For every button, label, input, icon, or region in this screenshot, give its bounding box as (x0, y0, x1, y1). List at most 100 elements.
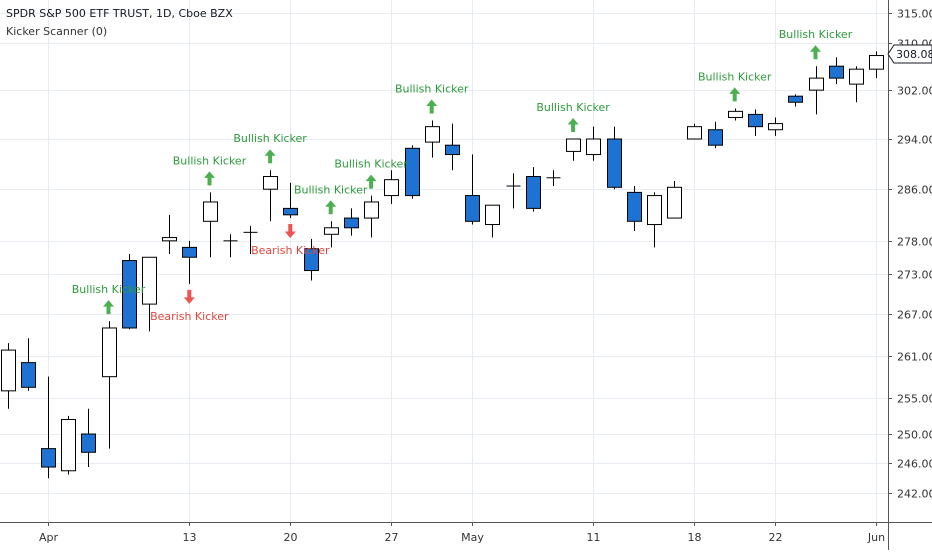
candle[interactable] (708, 121, 723, 149)
y-tick-label: 302.00 (897, 85, 932, 98)
candle-body (122, 260, 137, 329)
candle-body (304, 248, 319, 272)
arrow-up-icon (264, 149, 276, 164)
candle-body (425, 126, 440, 143)
bullish-kicker-signal: Bullish Kicker (233, 132, 307, 164)
candle[interactable] (465, 154, 480, 225)
candle-body (667, 186, 682, 219)
candle-body (405, 147, 420, 197)
x-tick-label: 18 (688, 531, 702, 544)
candle[interactable] (667, 180, 682, 219)
signal-label: Bullish Kicker (72, 283, 146, 296)
signal-label: Bearish Kicker (150, 310, 229, 323)
arrow-up-icon (325, 200, 337, 215)
candle[interactable] (304, 238, 319, 281)
candle[interactable] (869, 51, 884, 79)
y-tick-label: 273.00 (897, 269, 932, 282)
x-tick-label: 13 (183, 531, 197, 544)
candle[interactable] (81, 408, 96, 468)
candle[interactable] (485, 204, 500, 238)
symbol-title[interactable]: SPDR S&P 500 ETF TRUST, 1D, Cboe BZX (6, 7, 233, 20)
candle-body (708, 129, 723, 146)
bullish-kicker-signal: Bullish Kicker (698, 70, 772, 102)
candle[interactable] (526, 167, 541, 212)
candle[interactable] (788, 94, 803, 107)
candle-body (61, 419, 76, 472)
candle-body (1, 349, 16, 392)
candle[interactable] (607, 126, 622, 190)
candle[interactable] (506, 173, 521, 209)
candle-body (607, 138, 622, 188)
signal-label: Bullish Kicker (536, 101, 610, 114)
arrow-up-icon (204, 171, 215, 186)
candle[interactable] (21, 338, 36, 391)
bullish-kicker-signal: Bullish Kicker (779, 28, 853, 60)
candle-body (687, 126, 702, 140)
candle[interactable] (405, 145, 420, 199)
candle[interactable] (627, 186, 642, 232)
y-tick-label: 242.00 (897, 488, 932, 501)
candle[interactable] (445, 123, 460, 171)
candle[interactable] (263, 170, 278, 222)
candle[interactable] (1, 343, 16, 409)
candle-body (142, 256, 157, 305)
x-tick-label: 22 (769, 531, 783, 544)
x-tick-label: Jun (867, 531, 885, 544)
candle[interactable] (364, 195, 379, 238)
candle-body (445, 144, 460, 156)
candle[interactable] (223, 234, 238, 258)
candle[interactable] (182, 240, 197, 284)
y-tick-label: 261.00 (897, 351, 932, 364)
candle[interactable] (41, 376, 56, 479)
last-price-marker (887, 44, 932, 64)
bullish-kicker-signal: Bullish Kicker (536, 101, 610, 132)
arrow-up-icon (567, 118, 579, 132)
candle[interactable] (102, 321, 117, 449)
candle[interactable] (849, 66, 864, 103)
candle[interactable] (647, 192, 662, 248)
candle[interactable] (142, 256, 157, 332)
candle[interactable] (203, 192, 218, 258)
last-price-label: 308.08 (896, 48, 932, 61)
candle-body (647, 195, 662, 226)
study-label[interactable]: Kicker Scanner (0) (6, 25, 108, 38)
candle-body (465, 195, 480, 222)
candle[interactable] (566, 138, 581, 161)
candle[interactable] (728, 108, 743, 121)
bullish-kicker-signal: Bullish Kicker (294, 183, 368, 215)
candle-body (788, 95, 803, 103)
signal-label: Bullish Kicker (294, 183, 368, 196)
bullish-kicker-signal: Bullish Kicker (395, 83, 469, 114)
candle[interactable] (768, 117, 783, 136)
candle[interactable] (384, 170, 399, 204)
candle[interactable] (243, 225, 258, 254)
candle-body (81, 433, 96, 453)
candle[interactable] (61, 415, 76, 475)
candle-body (627, 191, 642, 222)
arrow-up-icon (365, 174, 377, 189)
arrow-up-icon (810, 45, 821, 60)
arrow-up-icon (103, 300, 114, 315)
arrow-up-icon (426, 99, 438, 114)
y-tick-label: 250.00 (897, 429, 932, 442)
candle[interactable] (324, 221, 339, 248)
candle-body (586, 138, 601, 156)
candle[interactable] (546, 170, 561, 187)
candle[interactable] (344, 208, 359, 236)
candle-body (344, 217, 359, 229)
candle[interactable] (748, 109, 763, 136)
candle-body (324, 227, 339, 235)
candle[interactable] (425, 120, 440, 158)
candle[interactable] (829, 57, 844, 85)
candle[interactable] (122, 253, 137, 330)
candle-body (768, 123, 783, 131)
candle[interactable] (283, 182, 298, 219)
candle[interactable] (162, 214, 177, 254)
candle[interactable] (687, 123, 702, 140)
candle[interactable] (586, 126, 601, 161)
y-tick-label: 246.00 (897, 458, 932, 471)
candle[interactable] (809, 66, 824, 115)
